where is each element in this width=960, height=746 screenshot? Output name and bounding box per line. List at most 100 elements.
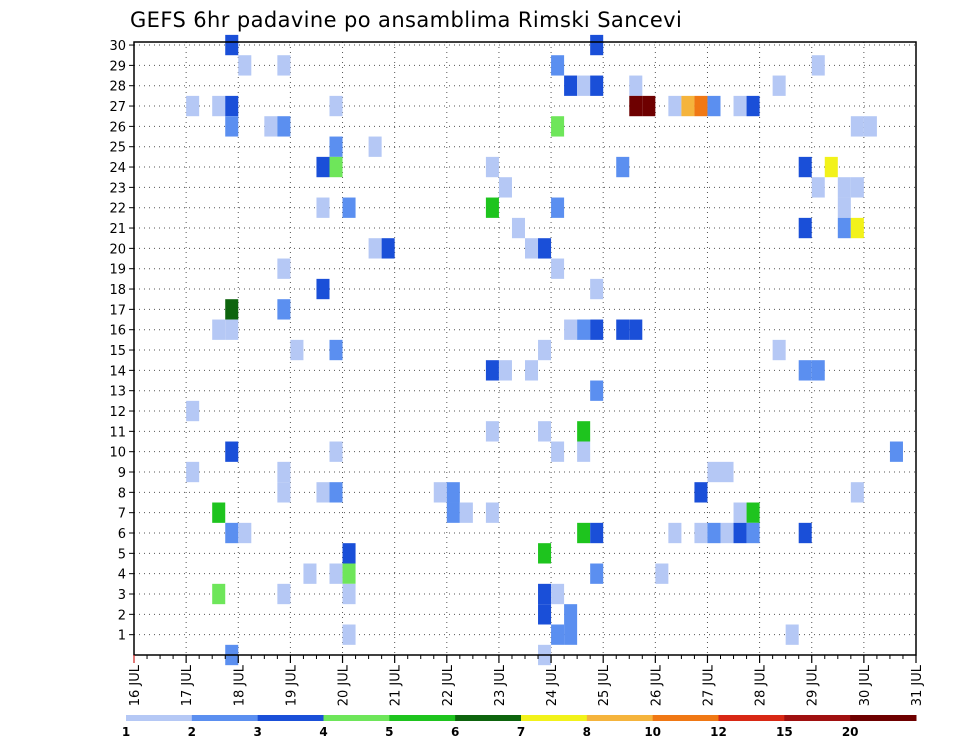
y-tick-label: 10 [109, 446, 126, 461]
heatmap-cell [329, 95, 343, 117]
y-tick-label: 4 [118, 568, 126, 583]
legend-label: 20 [842, 725, 859, 739]
heatmap-cell [498, 360, 512, 381]
heatmap-cell [694, 95, 708, 117]
heatmap-cell [629, 319, 643, 340]
heatmap-cell [329, 441, 343, 462]
y-tick-label: 30 [109, 39, 126, 54]
legend-label: 6 [451, 725, 459, 739]
heatmap-cell [225, 319, 239, 340]
heatmap-cell [798, 156, 812, 178]
legend-swatch [586, 715, 654, 721]
legend-swatch [257, 715, 324, 721]
heatmap-cell [238, 55, 252, 76]
y-tick-label: 16 [109, 324, 126, 339]
heatmap-cell [798, 217, 812, 239]
y-tick-label: 2 [118, 608, 126, 623]
y-tick-label: 12 [109, 405, 126, 420]
heatmap-cell [485, 360, 499, 381]
y-tick-label: 25 [109, 141, 126, 156]
x-tick-label: 28 JUL [754, 664, 769, 706]
heatmap-cell [811, 55, 825, 76]
legend-label: 5 [385, 725, 393, 739]
legend-label: 8 [583, 725, 591, 739]
heatmap-cell [551, 116, 565, 137]
heatmap-cell [238, 522, 252, 544]
heatmap-cell [811, 177, 825, 198]
heatmap-cell [342, 624, 356, 645]
heatmap-cell [225, 522, 239, 544]
heatmap-cell [590, 75, 604, 96]
heatmap-cell [342, 543, 356, 564]
heatmap-cell [629, 75, 643, 96]
x-tick-label: 17 JUL [180, 664, 195, 706]
heatmap-cell [316, 482, 330, 503]
heatmap-cell [798, 522, 812, 544]
heatmap-cell [850, 482, 864, 503]
y-tick-label: 1 [118, 629, 126, 644]
heatmap-cell [629, 95, 643, 117]
legend-swatch [191, 715, 259, 721]
y-tick-label: 15 [109, 344, 126, 359]
y-tick-label: 3 [118, 588, 126, 603]
heatmap-cell [316, 156, 330, 178]
heatmap-cell [785, 624, 799, 645]
y-tick-label: 18 [109, 283, 126, 298]
heatmap-cell [381, 238, 395, 259]
heatmap-cell [316, 197, 330, 218]
heatmap-cell [694, 522, 708, 544]
heatmap-cell [433, 482, 447, 503]
legend-swatch [323, 715, 390, 721]
y-tick-label: 26 [109, 120, 126, 135]
y-tick-label: 5 [118, 547, 126, 562]
x-tick-label: 16 JUL [128, 664, 143, 706]
legend-label: 7 [517, 725, 525, 739]
heatmap-cell [564, 604, 578, 625]
heatmap-cell [798, 360, 812, 381]
heatmap-cell [538, 339, 552, 361]
legend-label: 4 [319, 725, 327, 739]
x-tick-label: 23 JUL [493, 664, 508, 706]
heatmap-cell [277, 55, 291, 76]
legend-swatch [718, 715, 785, 721]
x-tick-label: 25 JUL [597, 664, 612, 706]
legend-label: 3 [253, 725, 261, 739]
y-tick-label: 29 [109, 59, 126, 74]
heatmap-cell [616, 319, 630, 340]
y-tick-label: 6 [118, 527, 126, 542]
heatmap-cell [485, 502, 499, 523]
heatmap-cell [225, 95, 239, 117]
heatmap-cell [694, 482, 708, 503]
heatmap-cell [538, 604, 552, 625]
heatmap-cell [538, 583, 552, 605]
x-tick-label: 19 JUL [284, 664, 299, 706]
x-tick-label: 29 JUL [806, 664, 821, 706]
heatmap-cell [590, 319, 604, 340]
x-axis: 16 JUL 17 JUL 18 JUL 19 JUL 20 JUL 21 JUL 22 J… [128, 655, 925, 706]
heatmap-cell [277, 482, 291, 503]
heatmap-cell [446, 482, 460, 503]
heatmap-cell [342, 583, 356, 605]
heatmap-cell [616, 156, 630, 178]
heatmap-cell [277, 258, 291, 279]
heatmap-cell [329, 156, 343, 178]
heatmap-cell [733, 502, 747, 523]
heatmap-cell [446, 502, 460, 523]
heatmap-cell [212, 502, 226, 523]
heatmap-cell [225, 34, 239, 56]
heatmap-cell [212, 95, 226, 117]
heatmap-cell [186, 461, 200, 483]
heatmap-cell [733, 95, 747, 117]
legend-label: 15 [776, 725, 793, 739]
plot-frame [133, 41, 917, 656]
heatmap-cell [746, 522, 760, 544]
heatmap-cell [551, 624, 565, 645]
heatmap-cell [590, 278, 604, 300]
heatmap-cell [577, 75, 591, 96]
heatmap-cell [538, 543, 552, 564]
y-tick-label: 20 [109, 242, 126, 257]
heatmap-cell [485, 197, 499, 218]
heatmap-cell [459, 502, 473, 523]
grid-lines [134, 42, 916, 655]
legend-swatch [784, 715, 851, 721]
